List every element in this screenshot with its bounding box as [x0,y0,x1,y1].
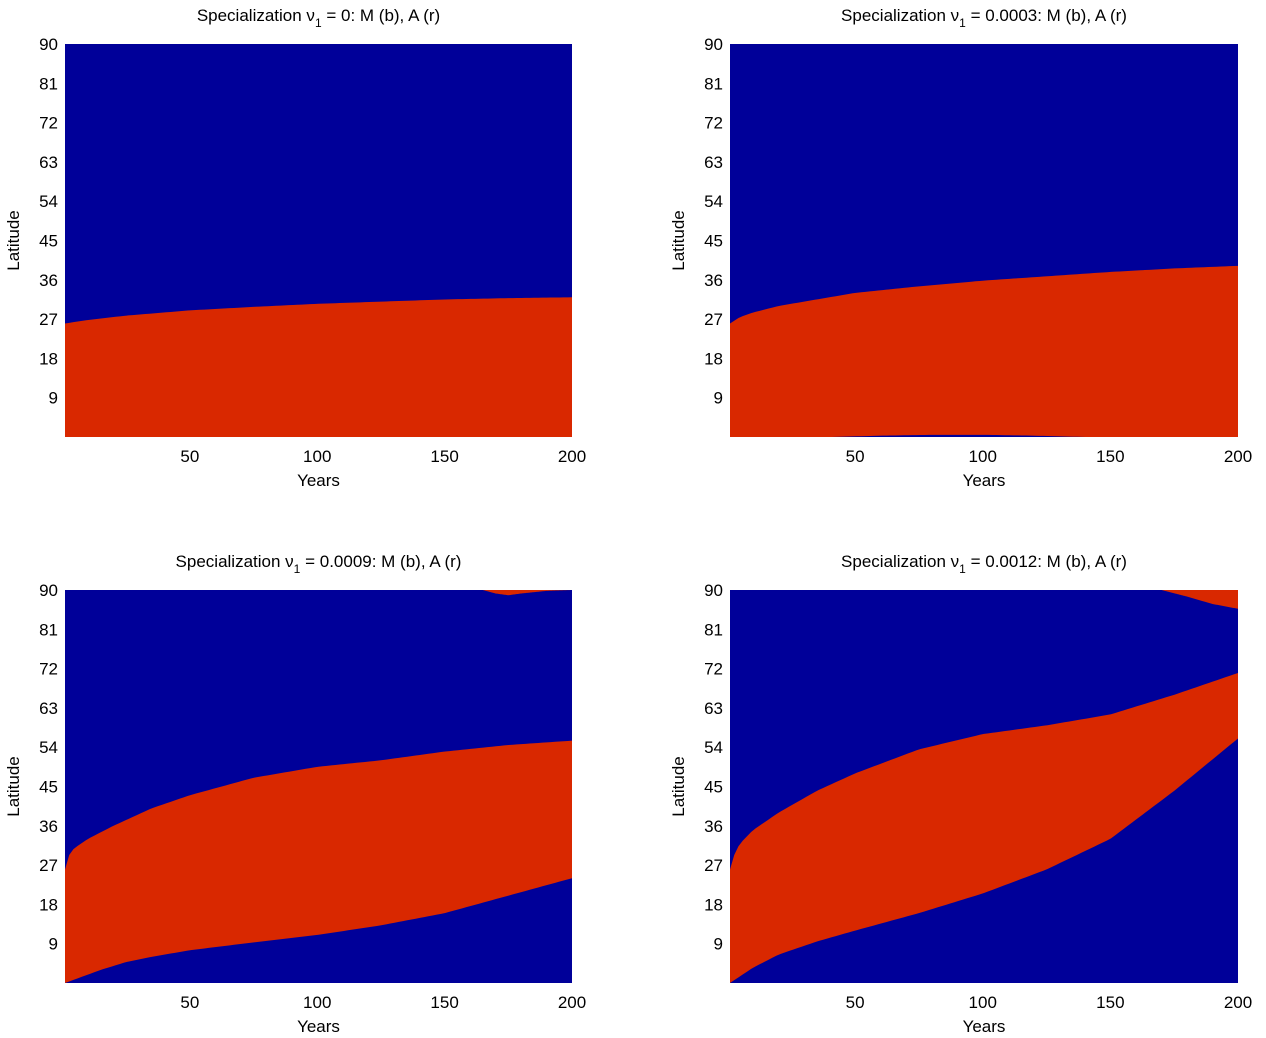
y-tick-label: 9 [714,389,723,408]
y-tick-label: 90 [704,581,723,600]
x-tick-label: 100 [969,447,997,466]
x-tick-label: 200 [558,993,586,1012]
y-tick-label: 36 [704,271,723,290]
region-a-1 [65,297,572,437]
y-tick-label: 63 [39,153,58,172]
y-tick-label: 36 [39,817,58,836]
y-tick-label: 54 [39,738,58,757]
x-tick-label: 150 [430,993,458,1012]
y-tick-label: 36 [704,817,723,836]
chart-title: Specialization ν1 = 0.0003: M (b), A (r) [841,6,1127,30]
y-tick-label: 36 [39,271,58,290]
x-tick-label: 100 [969,993,997,1012]
y-tick-label: 54 [704,192,723,211]
y-tick-label: 45 [39,232,58,251]
y-tick-label: 81 [704,620,723,639]
y-tick-label: 45 [704,232,723,251]
y-tick-label: 54 [704,738,723,757]
y-tick-label: 63 [704,699,723,718]
y-tick-label: 9 [714,935,723,954]
region-a-1 [65,740,572,983]
y-tick-label: 27 [39,856,58,875]
y-tick-label: 45 [704,778,723,797]
x-tick-label: 200 [1224,447,1252,466]
x-axis-label: Years [963,471,1006,490]
y-tick-label: 27 [704,856,723,875]
chart-panel-4: 50 100 150 200 9 18 27 36 45 54 63 72 81 90 Years Latit… [669,552,1252,1036]
chart-panel-2: 50 100 150 200 9 18 27 36 45 54 63 72 81 90 Years Latit… [669,6,1252,490]
y-tick-label: 18 [39,349,58,368]
y-tick-label: 45 [39,778,58,797]
y-axis-label: Latitude [4,756,23,817]
y-tick-label: 81 [39,620,58,639]
y-axis-label: Latitude [669,756,688,817]
y-tick-label: 18 [704,895,723,914]
y-axis-label: Latitude [4,210,23,271]
chart-title: Specialization ν1 = 0.0009: M (b), A (r) [176,552,462,576]
y-tick-label: 63 [704,153,723,172]
y-tick-label: 27 [39,310,58,329]
region-a-1 [730,672,1238,983]
y-tick-label: 90 [39,581,58,600]
y-tick-label: 18 [704,349,723,368]
x-tick-label: 50 [846,447,865,466]
x-tick-label: 150 [1096,993,1124,1012]
y-tick-label: 81 [704,74,723,93]
x-tick-label: 50 [180,447,199,466]
y-tick-label: 9 [49,935,58,954]
x-axis-label: Years [963,1017,1006,1036]
y-tick-label: 54 [39,192,58,211]
x-tick-label: 150 [1096,447,1124,466]
y-tick-label: 90 [704,35,723,54]
x-axis-label: Years [297,471,340,490]
chart-panel-3: 50 100 150 200 9 18 27 36 45 54 63 72 81 90 Years Latit… [4,552,586,1036]
region-a-2 [482,590,572,596]
y-tick-label: 27 [704,310,723,329]
y-axis-label: Latitude [669,210,688,271]
x-tick-label: 200 [1224,993,1252,1012]
region-a-1 [730,265,1238,437]
x-tick-label: 100 [303,993,331,1012]
y-tick-label: 90 [39,35,58,54]
x-tick-label: 50 [180,993,199,1012]
y-tick-label: 72 [704,660,723,679]
x-tick-label: 100 [303,447,331,466]
y-tick-label: 72 [39,114,58,133]
y-tick-label: 9 [49,389,58,408]
y-tick-label: 72 [39,660,58,679]
y-tick-label: 18 [39,895,58,914]
y-tick-label: 81 [39,74,58,93]
chart-title: Specialization ν1 = 0.0012: M (b), A (r) [841,552,1127,576]
x-tick-label: 150 [430,447,458,466]
y-tick-label: 63 [39,699,58,718]
x-axis-label: Years [297,1017,340,1036]
x-tick-label: 200 [558,447,586,466]
chart-title: Specialization ν1 = 0: M (b), A (r) [197,6,440,30]
region-a-2 [1161,590,1238,609]
chart-panel-1: 50 100 150 200 9 18 27 36 45 54 63 72 81 90 Years Latit… [4,6,586,490]
y-tick-label: 72 [704,114,723,133]
x-tick-label: 50 [846,993,865,1012]
